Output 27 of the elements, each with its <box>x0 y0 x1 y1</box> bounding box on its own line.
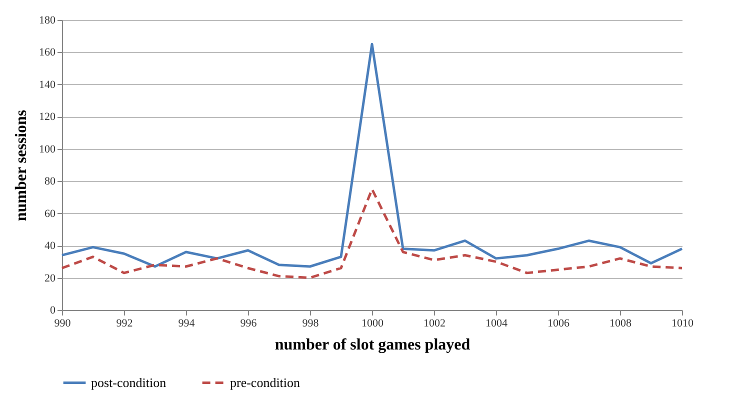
x-tick-label: 998 <box>302 318 320 330</box>
x-tick-label: 1008 <box>610 318 632 330</box>
x-tick-label: 1002 <box>424 318 446 330</box>
y-axis-title: number sessions <box>13 110 30 222</box>
y-tick-label: 80 <box>44 176 56 188</box>
y-tick-label: 120 <box>39 111 56 124</box>
legend-label: pre-condition <box>230 374 301 390</box>
y-tick-label: 180 <box>39 14 56 26</box>
y-tick-label: 60 <box>44 208 56 220</box>
x-axis-title: number of slot games played <box>274 336 470 354</box>
line-series <box>60 188 684 280</box>
y-tick-label: 0 <box>50 304 56 316</box>
x-tick-label: 1004 <box>486 318 508 330</box>
x-tick-label: 994 <box>178 318 196 330</box>
x-tick-label: 1000 <box>362 318 384 330</box>
y-tick-label: 40 <box>44 240 56 252</box>
y-tick-label: 160 <box>39 46 56 59</box>
x-tick-label: 990 <box>54 318 72 330</box>
legend-label: post-condition <box>91 374 167 390</box>
x-tick-label: 992 <box>116 318 133 330</box>
y-tick-label: 140 <box>39 78 56 91</box>
y-tick-label: 20 <box>44 272 56 284</box>
x-tick-label: 1006 <box>548 318 570 330</box>
y-tick-label: 100 <box>39 143 56 156</box>
line-series <box>60 42 684 268</box>
x-tick-label: 996 <box>240 318 258 330</box>
x-tick-label: 1010 <box>672 318 694 330</box>
